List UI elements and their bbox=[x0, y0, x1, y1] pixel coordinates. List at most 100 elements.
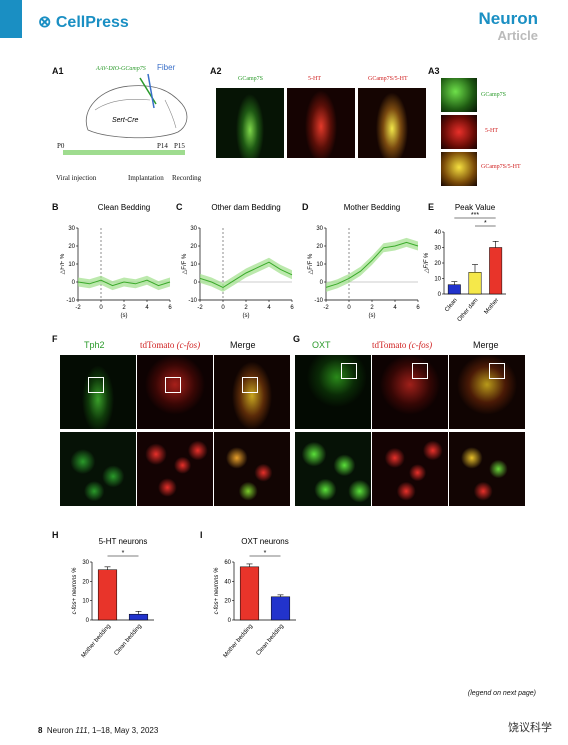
legend-note: (legend on next page) bbox=[467, 690, 536, 697]
f-zoom-merge bbox=[214, 432, 290, 506]
x-tick-label-B: 4 bbox=[145, 305, 149, 311]
category-label-E: Mother bbox=[484, 297, 501, 315]
mouse-label: Sert-Cre bbox=[112, 117, 139, 124]
a3-image-gcamp bbox=[441, 78, 477, 112]
y-tick-label-E: 20 bbox=[434, 261, 441, 267]
a3-image-merge bbox=[441, 152, 477, 186]
y-tick-label-C: -10 bbox=[188, 298, 197, 304]
g-zoom-merge bbox=[449, 432, 525, 506]
bar-E bbox=[468, 272, 482, 295]
x-tick-label-B: 6 bbox=[168, 305, 172, 311]
x-tick-label-C: 0 bbox=[221, 305, 225, 311]
y-tick-label-I: 60 bbox=[224, 560, 231, 566]
y-tick-label-B: -10 bbox=[66, 298, 75, 304]
y-tick-label-I: 20 bbox=[224, 599, 231, 605]
panel-label-a2: A2 bbox=[210, 66, 222, 76]
panel-label-f: F bbox=[52, 334, 58, 344]
f-image-tph2 bbox=[60, 355, 136, 429]
y-axis-label-D: △F/F % bbox=[308, 253, 314, 274]
y-tick-label-E: 0 bbox=[438, 292, 442, 298]
x-axis-label-C: (s) bbox=[243, 313, 250, 319]
panel-label-a3: A3 bbox=[428, 66, 440, 76]
y-tick-label-H: 0 bbox=[86, 618, 90, 624]
trace-line-C bbox=[199, 261, 293, 288]
y-tick-label-I: 0 bbox=[228, 618, 232, 624]
x-tick-label-C: 2 bbox=[244, 305, 248, 311]
x-tick-label-D: -2 bbox=[323, 305, 329, 311]
y-tick-label-D: 0 bbox=[320, 280, 324, 286]
panel-label-a1: A1 bbox=[52, 66, 64, 76]
a2-channel-1: GCamp7S bbox=[238, 76, 264, 82]
f-channel-3: Merge bbox=[230, 340, 256, 350]
trace-sem-band-D bbox=[326, 237, 418, 292]
g-image-merge bbox=[449, 355, 525, 429]
panel-label-h: H bbox=[52, 530, 59, 540]
x-tick-label-D: 4 bbox=[393, 305, 397, 311]
f-image-merge bbox=[214, 355, 290, 429]
y-tick-label-D: 20 bbox=[316, 244, 323, 250]
trace-title-D: Mother Bedding bbox=[344, 203, 400, 212]
category-label-I: Mother bedding bbox=[223, 623, 254, 659]
panel-label-e: E bbox=[428, 202, 435, 212]
g-image-oxt bbox=[295, 355, 371, 429]
g-channel-1: OXT bbox=[312, 340, 331, 350]
panel-label-i: I bbox=[200, 530, 203, 540]
5ht-neurons-chart: 5-HT neurons 0 10 20 30 c-fos+ neurons % Mothe… bbox=[72, 537, 154, 659]
y-tick-label-H: 10 bbox=[82, 599, 89, 605]
a2-channel-3: GCamp7S/5-HT bbox=[368, 76, 408, 82]
y-axis-label-I: c-fos+ neurons % bbox=[214, 567, 220, 615]
x-axis-label-B: (s) bbox=[121, 313, 128, 319]
timeline-p14: P14 bbox=[157, 142, 168, 150]
y-tick-label-B: 20 bbox=[68, 244, 75, 250]
y-axis-label-H: c-fos+ neurons % bbox=[72, 567, 78, 615]
x-tick-label-D: 2 bbox=[370, 305, 374, 311]
x-tick-label-B: -2 bbox=[75, 305, 81, 311]
panel-label-g: G bbox=[293, 334, 301, 344]
x-tick-label-D: 6 bbox=[416, 305, 420, 311]
a3-channel-2: 5-HT bbox=[485, 128, 498, 134]
watermark: 饶议科学 bbox=[508, 721, 552, 734]
y-tick-label-I: 40 bbox=[224, 579, 231, 585]
category-label-H: Clean bedding bbox=[114, 623, 143, 657]
panel-label-d: D bbox=[302, 202, 309, 212]
y-tick-label-C: 20 bbox=[190, 244, 197, 250]
zoom-box bbox=[489, 363, 505, 379]
y-tick-label-D: -10 bbox=[314, 298, 323, 304]
x-tick-label-C: 6 bbox=[290, 305, 294, 311]
bar-I bbox=[239, 566, 260, 621]
g-channel-3: Merge bbox=[473, 340, 499, 350]
y-tick-label-D: 10 bbox=[316, 262, 323, 268]
zoom-box bbox=[165, 377, 181, 393]
a2-channel-2: 5-HT bbox=[308, 76, 321, 82]
timeline-p0: P0 bbox=[57, 142, 65, 150]
f-zoom-tph2 bbox=[60, 432, 136, 506]
significance-label-E: *** bbox=[471, 212, 479, 219]
category-label-E: Other dam bbox=[457, 297, 480, 323]
bar-H bbox=[128, 613, 149, 621]
f-image-tdtomato bbox=[137, 355, 213, 429]
publisher-logo: ⊗ CellPress bbox=[38, 14, 129, 31]
x-axis-label-D: (s) bbox=[369, 313, 376, 319]
timeline-event-recording: Recording bbox=[172, 174, 202, 182]
a3-image-5ht bbox=[441, 115, 477, 149]
f-channel-2: tdTomato (c-fos) bbox=[140, 340, 201, 350]
trace-sem-band-C bbox=[200, 257, 292, 292]
trace-sem-band-B bbox=[78, 275, 170, 291]
zoom-box bbox=[88, 377, 104, 393]
significance-label-H: * bbox=[122, 550, 125, 557]
y-tick-label-D: 30 bbox=[316, 226, 323, 232]
y-tick-label-C: 30 bbox=[190, 226, 197, 232]
f-zoom-tdtomato bbox=[137, 432, 213, 506]
y-tick-label-C: 10 bbox=[190, 262, 197, 268]
category-label-H: Mother bedding bbox=[81, 623, 112, 659]
y-tick-label-H: 20 bbox=[82, 579, 89, 585]
trace-title-C: Other dam Bedding bbox=[211, 203, 280, 212]
bar-H bbox=[97, 569, 118, 621]
cellpress-icon: ⊗ bbox=[38, 14, 56, 31]
a3-channel-1: GCamp7S bbox=[481, 92, 507, 98]
virus-label: AAV-DIO-GCamp7S bbox=[96, 66, 146, 72]
a3-channel-3: GCamp7S/5-HT bbox=[481, 164, 521, 170]
y-axis-label-C: △F/F % bbox=[182, 253, 188, 274]
